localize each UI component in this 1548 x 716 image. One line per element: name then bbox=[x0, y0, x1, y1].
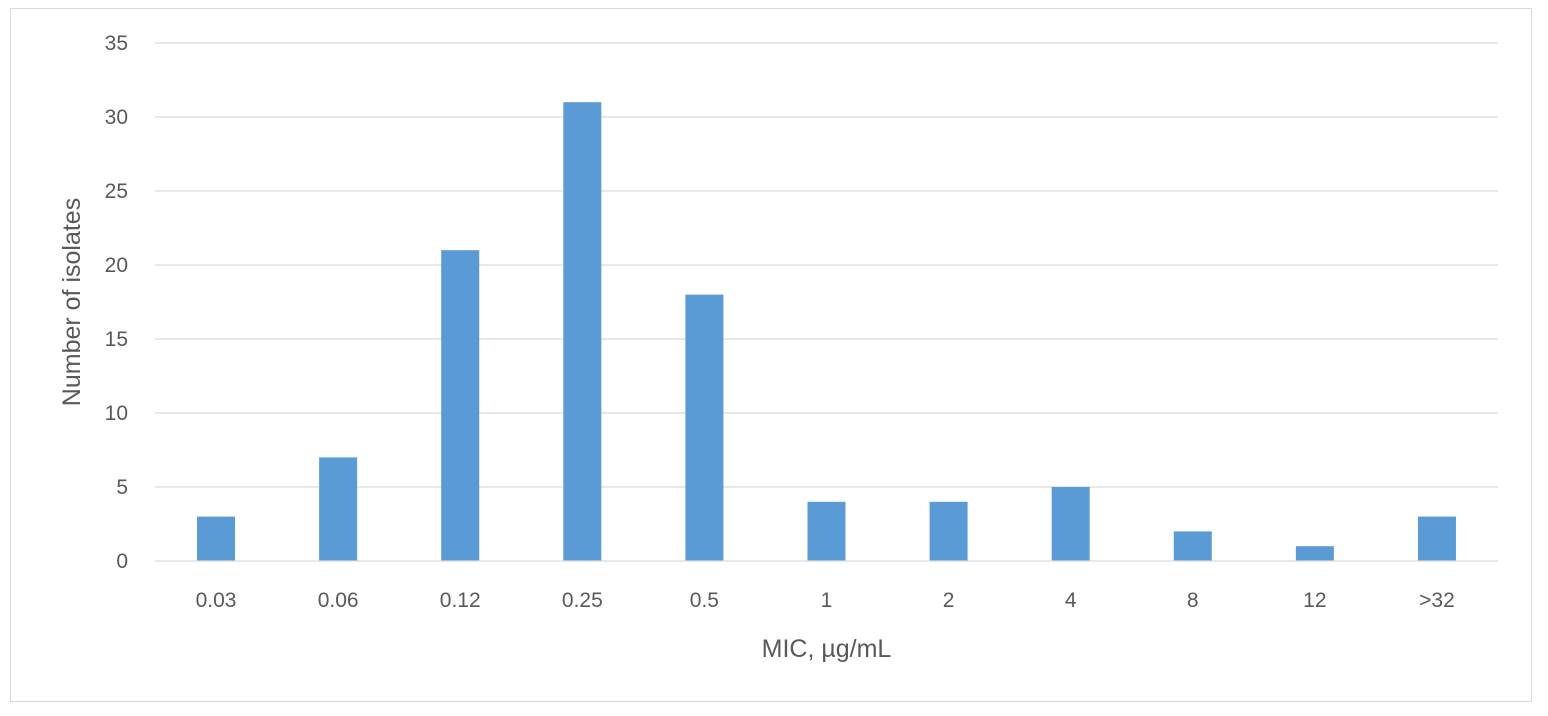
chart-frame bbox=[10, 8, 1532, 702]
x-tick-label: 0.5 bbox=[690, 589, 719, 612]
x-tick-label: 12 bbox=[1303, 589, 1326, 612]
x-axis-title: MIC, µg/mL bbox=[762, 635, 892, 663]
bar-0.25 bbox=[563, 102, 602, 561]
bar-0.03 bbox=[197, 516, 236, 561]
x-tick-label: 0.06 bbox=[318, 589, 359, 612]
x-tick-label: 4 bbox=[1065, 589, 1077, 612]
bar-0.5 bbox=[685, 294, 724, 561]
bar->32 bbox=[1417, 516, 1456, 561]
gridlines bbox=[155, 42, 1498, 488]
bar-12 bbox=[1295, 546, 1334, 561]
x-tick-label: 0.12 bbox=[440, 589, 481, 612]
bar-8 bbox=[1173, 531, 1212, 561]
y-tick-label: 30 bbox=[105, 106, 128, 129]
y-tick-label: 0 bbox=[116, 550, 128, 573]
y-tick-label: 5 bbox=[116, 476, 128, 499]
bar-2 bbox=[929, 501, 968, 561]
y-tick-label: 15 bbox=[105, 328, 128, 351]
y-tick-labels: 0 5 10 15 20 25 30 35 bbox=[105, 32, 128, 573]
bar-0.06 bbox=[319, 457, 358, 561]
x-tick-label: 8 bbox=[1187, 589, 1199, 612]
y-tick-label: 10 bbox=[105, 402, 128, 425]
x-tick-label: 2 bbox=[943, 589, 955, 612]
x-tick-labels: 0.03 0.06 0.12 0.25 0.5 1 2 4 8 12 >32 bbox=[196, 589, 1455, 612]
y-tick-label: 20 bbox=[105, 254, 128, 277]
y-axis-title: Number of isolates bbox=[58, 198, 86, 406]
bar-0.12 bbox=[441, 250, 480, 561]
x-tick-label: 0.03 bbox=[196, 589, 237, 612]
y-tick-label: 25 bbox=[105, 180, 128, 203]
bar-1 bbox=[807, 501, 846, 561]
y-tick-label: 35 bbox=[105, 32, 128, 55]
bar-4 bbox=[1051, 487, 1090, 561]
bars bbox=[197, 102, 1456, 561]
x-tick-label: 0.25 bbox=[562, 589, 603, 612]
x-tick-label: >32 bbox=[1419, 589, 1455, 612]
x-tick-label: 1 bbox=[821, 589, 833, 612]
